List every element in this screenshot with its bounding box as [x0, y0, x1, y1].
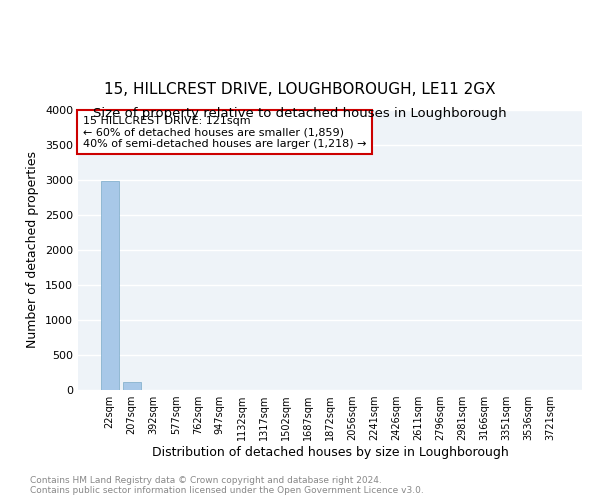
Text: Contains HM Land Registry data © Crown copyright and database right 2024.
Contai: Contains HM Land Registry data © Crown c… [30, 476, 424, 495]
Bar [123, 382, 140, 390]
Text: Size of property relative to detached houses in Loughborough: Size of property relative to detached ho… [93, 108, 507, 120]
X-axis label: Distribution of detached houses by size in Loughborough: Distribution of detached houses by size … [152, 446, 508, 459]
Y-axis label: Number of detached properties: Number of detached properties [26, 152, 40, 348]
Bar [101, 180, 119, 390]
Text: 15 HILLCREST DRIVE: 121sqm
← 60% of detached houses are smaller (1,859)
40% of s: 15 HILLCREST DRIVE: 121sqm ← 60% of deta… [83, 116, 367, 149]
Text: 15, HILLCREST DRIVE, LOUGHBOROUGH, LE11 2GX: 15, HILLCREST DRIVE, LOUGHBOROUGH, LE11 … [104, 82, 496, 98]
